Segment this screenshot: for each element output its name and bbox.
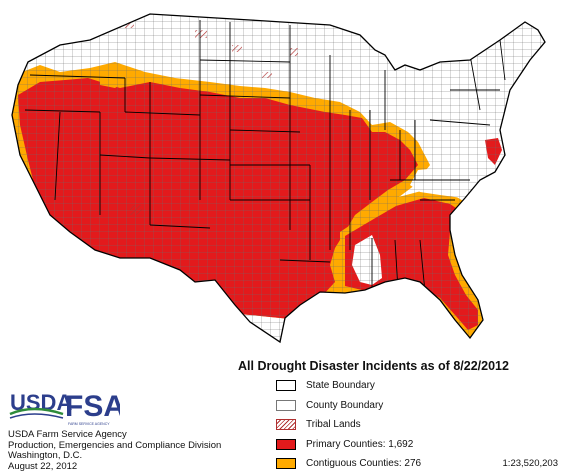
fsa-tagline: FARM SERVICE AGENCY [68,422,110,426]
agency-division: Production, Emergencies and Compliance D… [8,439,222,451]
agency-city: Washington, D.C. [8,450,83,462]
legend-label: Primary Counties: 1,692 [306,438,414,450]
legend-tribal-lands: Tribal Lands [276,415,496,435]
legend-label: County Boundary [306,399,384,411]
legend-label: Contiguous Counties: 276 [306,458,422,470]
agency-info: USDA Farm Service Agency Production, Eme… [8,429,222,473]
map-title: All Drought Disaster Incidents as of 8/2… [238,359,509,373]
usda-fsa-logo: USDA FSA FARM SERVICE AGENCY [9,390,120,426]
agency-name: USDA Farm Service Agency [8,429,127,440]
primary-counties-swatch [276,438,296,450]
fsa-wordmark: FSA [65,390,120,423]
legend-county-boundary: County Boundary [276,396,496,416]
map-scale: 1:23,520,203 [502,458,558,469]
tribal-lands-swatch [276,419,296,431]
legend-state-boundary: State Boundary [276,376,496,396]
county-boundary-swatch [276,399,296,411]
contiguous-counties-swatch [276,458,296,470]
drought-map [11,13,546,343]
agency-date: August 22, 2012 [8,461,78,473]
legend-label: Tribal Lands [306,419,361,431]
legend-label: State Boundary [306,380,375,392]
legend-primary-counties: Primary Counties: 1,692 [276,435,496,455]
legend: State Boundary County Boundary Tribal La… [276,376,496,474]
state-boundary-swatch [276,380,296,392]
legend-contiguous-counties: Contiguous Counties: 276 [276,454,496,474]
